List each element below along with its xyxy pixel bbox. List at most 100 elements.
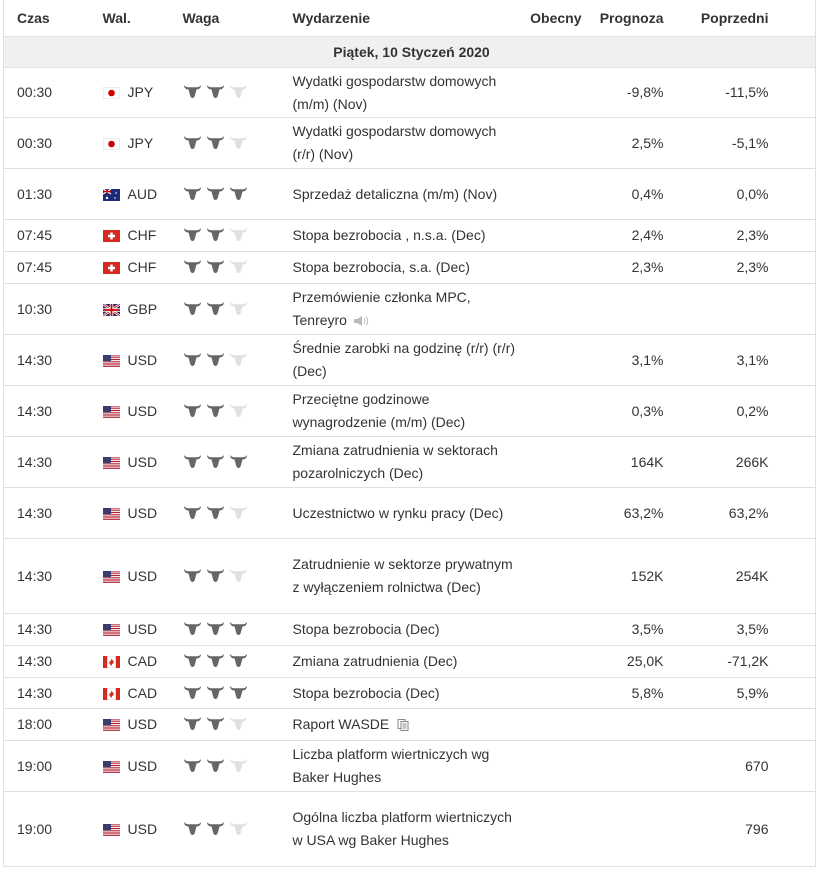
bull-icon [206, 685, 225, 700]
importance-bulls [183, 685, 252, 701]
text: CHF [127, 227, 157, 243]
importance-cell [178, 385, 289, 437]
currency-cell: JPY [98, 67, 179, 118]
forecast-cell: 2,3% [586, 251, 669, 284]
importance-bulls [183, 716, 252, 732]
event-row: 14:30 USD Uczestnictwo w rynku pracy (Dec)… [3, 487, 816, 539]
text: 07:45 [17, 259, 53, 275]
text: Stopa bezrobocia (Dec) [292, 684, 440, 701]
bull-icon [206, 301, 225, 316]
event-cell: Wydatki gospodarstw domowych (m/m) (Nov) [288, 67, 517, 118]
text: CAD [127, 653, 158, 669]
bull-icon [206, 454, 225, 469]
blank-cell [773, 645, 816, 678]
text: 18:00 [17, 716, 53, 732]
text: Liczba platform wiertniczych wg Baker Hu… [292, 746, 490, 785]
text: Średnie zarobki na godzinę (r/r) (r/r) (… [292, 340, 516, 379]
actual-cell [516, 791, 587, 867]
importance-cell [178, 613, 289, 646]
event-cell: Stopa bezrobocia , n.s.a. (Dec) [288, 219, 517, 252]
currency-cell: USD [98, 385, 179, 437]
text: Stopa bezrobocia, s.a. (Dec) [292, 259, 470, 275]
currency-cell: JPY [98, 117, 179, 169]
column-header: Czas [3, 0, 99, 37]
flag-icon [103, 719, 120, 731]
event-row: 14:30 USD Średnie zarobki na godzinę (r/r)… [3, 334, 816, 386]
time-cell: 14:30 [3, 677, 99, 709]
bull-icon [206, 621, 225, 636]
previous-cell: -71,2K [668, 645, 774, 678]
bull-icon [183, 821, 202, 836]
previous-cell: -11,5% [668, 67, 774, 118]
bull-icon [229, 505, 248, 520]
time-cell: 14:30 [3, 334, 99, 386]
event-row: 19:00 USD Ogólna liczba platform wiertnicz… [3, 791, 816, 867]
text: 3,1% [736, 351, 769, 368]
text: 25,0K [626, 653, 664, 669]
event-row: 00:30 JPY Wydatki gospodarstw domowych (m/… [3, 67, 816, 118]
blank-cell [773, 708, 816, 741]
importance-bulls [183, 621, 252, 637]
text: Stopa bezrobocia , n.s.a. (Dec) [292, 227, 486, 243]
blank-cell [773, 677, 816, 709]
importance-cell [178, 436, 289, 488]
text: 14:30 [17, 684, 53, 701]
previous-cell: 2,3% [668, 219, 774, 252]
bull-icon [229, 821, 248, 836]
bull-icon [229, 301, 248, 316]
text: Raport WASDE [292, 716, 390, 732]
bull-icon [206, 352, 225, 367]
time-cell: 07:45 [3, 251, 99, 284]
previous-cell [668, 708, 774, 741]
importance-cell [178, 791, 289, 867]
currency-cell: USD [98, 740, 179, 792]
previous-cell: 63,2% [668, 487, 774, 539]
text: 796 [745, 820, 769, 837]
time-cell: 14:30 [3, 613, 99, 646]
text: Zatrudnienie w sektorze prywatnym z wyłą… [292, 556, 513, 595]
column-header: Wal. [98, 0, 179, 37]
text: Zmiana zatrudnienia w sektorach pozaroln… [292, 442, 498, 481]
event-cell: Raport WASDE [288, 708, 517, 741]
blank-cell [773, 487, 816, 539]
importance-bulls [183, 135, 252, 151]
column-header: Wydarzenie [288, 0, 517, 37]
text: 14:30 [17, 504, 53, 521]
event-cell: Stopa bezrobocia (Dec) [288, 677, 517, 709]
currency-cell: CHF [98, 251, 179, 284]
bull-icon [229, 454, 248, 469]
text: 14:30 [17, 621, 53, 637]
bull-icon [229, 716, 248, 731]
importance-bulls [183, 505, 252, 521]
actual-cell [516, 334, 587, 386]
time-cell: 14:30 [3, 645, 99, 678]
bull-icon [229, 685, 248, 700]
previous-cell: 254K [668, 538, 774, 614]
forecast-cell: 152K [586, 538, 669, 614]
text: -5,1% [731, 134, 769, 151]
blank-cell [773, 168, 816, 220]
importance-bulls [183, 259, 252, 275]
text: 5,8% [631, 684, 664, 701]
actual-cell [516, 283, 587, 335]
bull-icon [183, 259, 202, 274]
forecast-cell: -9,8% [586, 67, 669, 118]
flag-icon [103, 824, 120, 836]
flag-icon [103, 656, 120, 668]
text: 2,3% [736, 259, 769, 275]
actual-cell [516, 251, 587, 284]
text: CHF [127, 259, 157, 275]
event-cell: Sprzedaż detaliczna (m/m) (Nov) [288, 168, 517, 220]
importance-bulls [183, 227, 252, 243]
event-cell: Ogólna liczba platform wiertniczych w US… [288, 791, 517, 867]
text: -71,2K [727, 653, 769, 669]
time-cell: 01:30 [3, 168, 99, 220]
previous-cell: 3,1% [668, 334, 774, 386]
text: 19:00 [17, 820, 53, 837]
time-cell: 14:30 [3, 436, 99, 488]
flag-icon [103, 508, 120, 520]
previous-cell: 2,3% [668, 251, 774, 284]
event-row: 14:30 USD Zmiana zatrudnienia w sektorach … [3, 436, 816, 488]
event-row: 07:45 CHF Stopa bezrobocia , n.s.a. (Dec) 2… [3, 219, 816, 252]
